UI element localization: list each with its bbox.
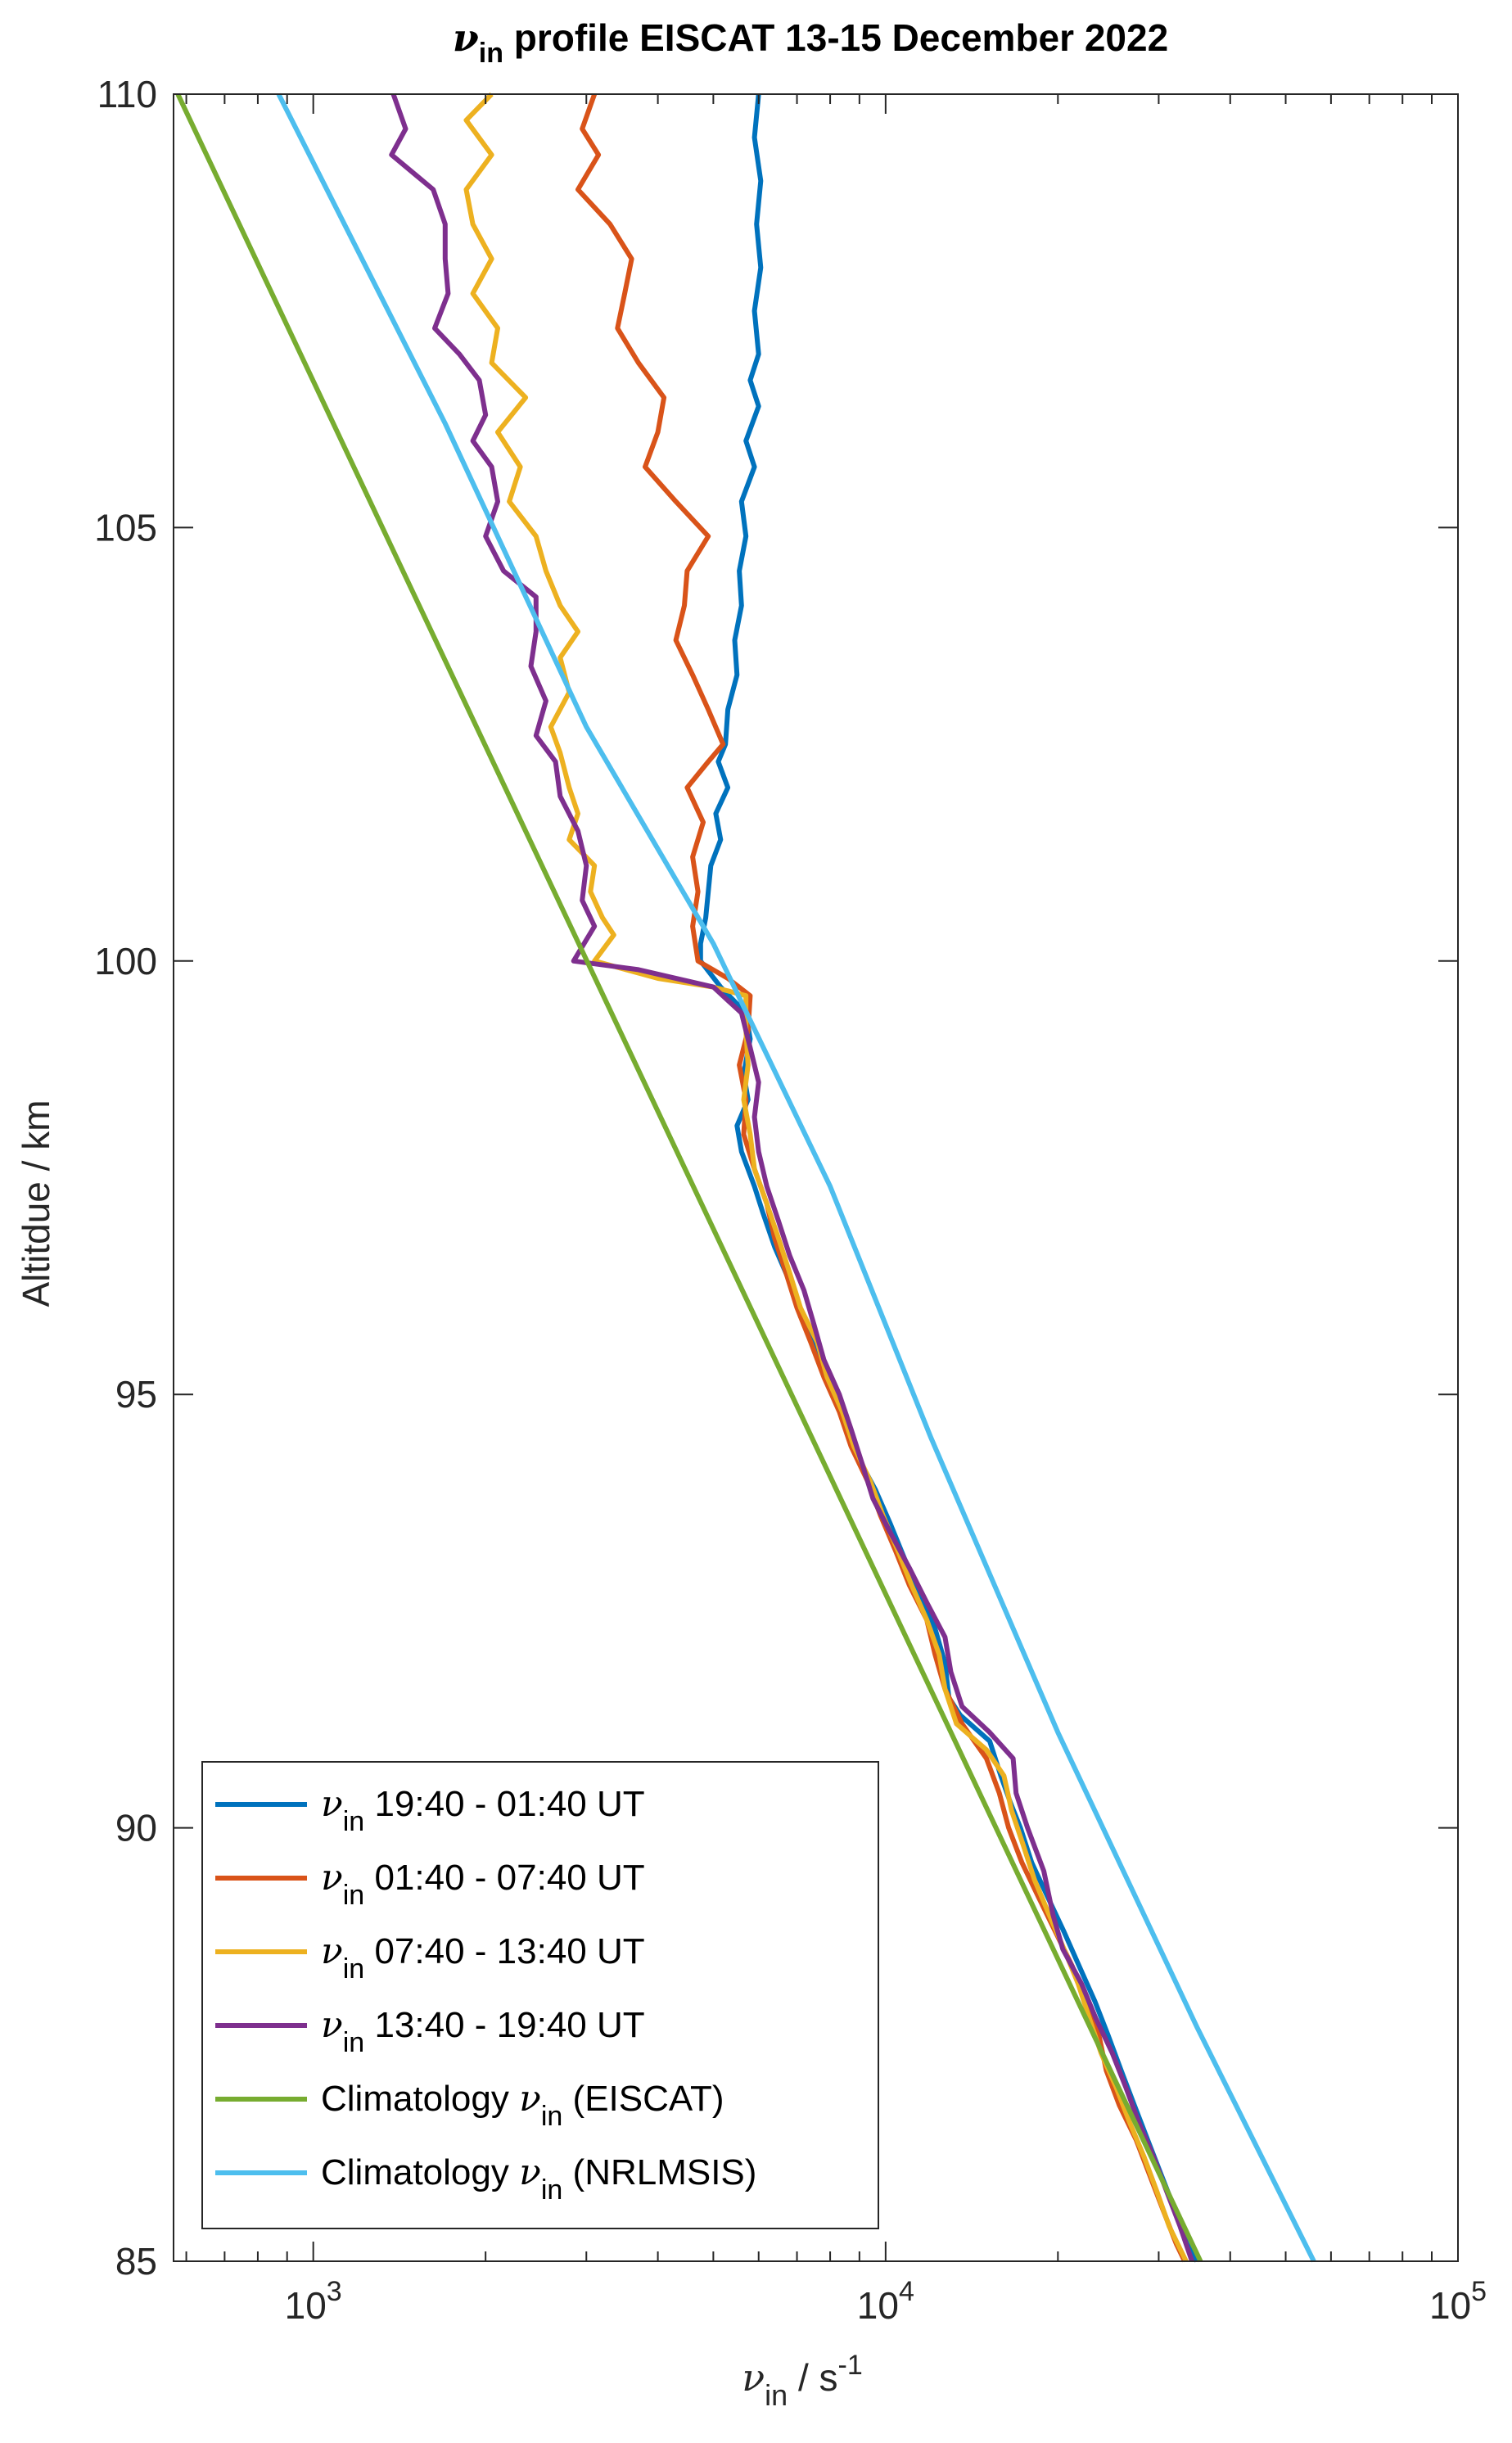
series-line-2 — [575, 93, 1187, 2263]
x-tick-base: 10 — [285, 2284, 327, 2327]
legend-text: (EISCAT) — [562, 2079, 724, 2119]
legend-text: 13:40 - 19:40 UT — [364, 2005, 644, 2045]
y-tick-label: 90 — [115, 1807, 157, 1849]
legend-box — [201, 1761, 879, 2229]
legend-label: νin 07:40 - 13:40 UT — [321, 1930, 645, 1985]
legend-symbol: ν — [321, 1857, 343, 1899]
y-tick-label: 100 — [94, 940, 157, 982]
series-line-4 — [389, 93, 1194, 2262]
legend-label: Climatology νin (NRLMSIS) — [321, 2152, 756, 2206]
title-text: profile EISCAT 13-15 December 2022 — [503, 16, 1168, 59]
legend-symbol: ν — [519, 2152, 541, 2193]
x-tick-label: 105 — [1429, 2276, 1487, 2327]
y-axis-label: Altitdue / km — [15, 1100, 57, 1307]
legend-subscript: in — [343, 1953, 364, 1985]
y-tick-label: 105 — [94, 506, 157, 549]
x-tick-exponent: 5 — [1471, 2276, 1487, 2307]
x-tick-label: 103 — [285, 2276, 342, 2327]
legend-subscript: in — [541, 2101, 562, 2132]
series-layer — [175, 92, 1316, 2263]
x-tick-exponent: 3 — [327, 2276, 342, 2307]
xlabel-subscript: in — [765, 2378, 788, 2412]
legend-text: 19:40 - 01:40 UT — [364, 1784, 644, 1824]
legend-text: 01:40 - 07:40 UT — [364, 1858, 644, 1898]
legend-label: νin 13:40 - 19:40 UT — [321, 2004, 645, 2058]
x-axis-label: νin / s-1 — [742, 2350, 863, 2412]
xlabel-exponent: -1 — [838, 2350, 863, 2381]
x-tick-base: 10 — [1429, 2284, 1471, 2327]
series-line-3 — [463, 92, 1189, 2263]
legend-subscript: in — [541, 2174, 562, 2206]
legend-text: 07:40 - 13:40 UT — [364, 1931, 644, 1971]
y-tick-label: 85 — [115, 2240, 157, 2283]
legend-text: (NRLMSIS) — [562, 2152, 756, 2192]
y-tick-label: 95 — [115, 1373, 157, 1416]
legend-prefix: Climatology — [321, 2152, 519, 2192]
legend-label: νin 01:40 - 07:40 UT — [321, 1857, 645, 1911]
legend-symbol: ν — [321, 2004, 343, 2046]
chart-title: νin profile EISCAT 13-15 December 2022 — [453, 16, 1168, 69]
y-tick-label: 110 — [97, 73, 157, 115]
legend-subscript: in — [343, 2027, 364, 2058]
series-line-5 — [175, 93, 1203, 2263]
x-tick-base: 10 — [857, 2284, 899, 2327]
series-line-6 — [276, 93, 1316, 2263]
x-tick-label: 104 — [857, 2276, 914, 2327]
legend-label: νin 19:40 - 01:40 UT — [321, 1783, 645, 1837]
axes-box — [173, 93, 1459, 2262]
legend-symbol: ν — [519, 2078, 541, 2120]
legend-subscript: in — [343, 1806, 364, 1837]
xlabel-text: / s — [788, 2356, 837, 2399]
legend-label: Climatology νin (EISCAT) — [321, 2078, 724, 2132]
title-subscript: in — [479, 38, 503, 69]
legend-symbol: ν — [321, 1783, 343, 1825]
legend-subscript: in — [343, 1880, 364, 1911]
title-symbol: ν — [453, 16, 479, 60]
series-line-1 — [697, 93, 1199, 2263]
legend-prefix: Climatology — [321, 2079, 519, 2119]
xlabel-symbol: ν — [742, 2355, 765, 2400]
legend-symbol: ν — [321, 1930, 343, 1972]
x-tick-exponent: 4 — [899, 2276, 914, 2307]
